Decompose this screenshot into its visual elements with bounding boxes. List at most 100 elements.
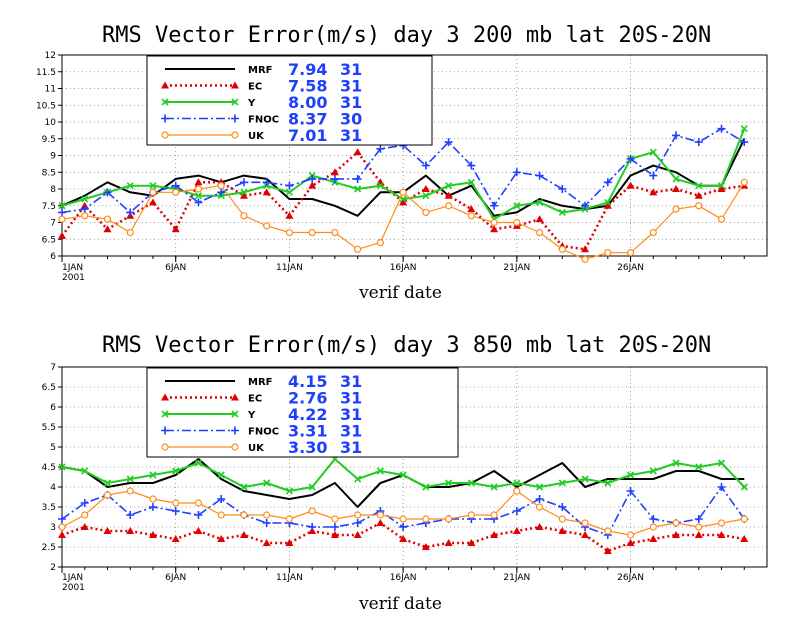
data-point [672,531,681,538]
data-point [217,495,226,503]
series-y [58,455,748,495]
data-point [649,228,657,237]
data-point [308,181,317,189]
data-point [330,523,339,531]
data-point [58,231,66,239]
data-point [649,515,658,523]
data-point [148,531,157,538]
y-tick-label: 9.5 [42,135,56,145]
data-point [717,483,726,491]
data-point [445,182,453,190]
data-point [672,131,681,140]
data-point [626,531,635,539]
y-tick-label: 11.5 [36,68,56,78]
data-point [240,511,248,519]
y-tick-label: 9 [50,152,56,162]
data-point [535,228,544,237]
legend-name: FNOC [248,115,279,126]
data-point [717,459,726,467]
data-point [285,188,293,196]
data-point [558,185,567,193]
data-point [604,479,612,487]
data-point [330,174,339,183]
legend-count: 31 [340,389,362,408]
data-point [354,245,362,253]
data-point [467,178,475,186]
data-point [513,218,521,227]
data-point [172,188,180,196]
data-point [81,511,89,519]
data-point [217,471,225,479]
data-point [285,181,294,190]
data-point [194,527,203,534]
data-point [740,125,748,133]
data-point [263,511,271,519]
data-point [103,215,112,223]
data-point [399,471,407,479]
data-point [558,479,566,487]
data-point [399,523,408,531]
data-point [626,471,635,479]
y-tick-label: 4 [50,483,56,493]
legend-name: MRF [248,65,272,76]
legend-stat: 7.01 [288,126,327,145]
legend-name: MRF [248,377,272,388]
legend-name: Y [247,410,256,421]
data-point [535,503,544,511]
data-point [126,527,135,534]
data-point [81,212,89,220]
data-point [353,174,362,183]
data-point [581,475,589,483]
x-axis-label: verif date [358,283,442,303]
data-point [422,515,430,523]
data-point [672,459,680,467]
x-axis-label: verif date [358,594,442,614]
data-point [604,198,612,206]
data-point [444,191,453,199]
data-point [581,519,589,527]
data-point [490,218,498,227]
data-point [126,511,135,519]
legend-name: EC [248,394,262,405]
y-tick-label: 11 [45,85,56,95]
data-point [695,523,703,531]
x-tick-label: 26JAN [617,263,644,273]
data-point [467,205,476,213]
legend-name: Y [247,98,256,109]
y-tick-label: 8.5 [42,168,56,178]
data-point [717,182,726,190]
data-point [536,483,544,491]
data-point [421,543,430,550]
data-point [285,211,294,219]
data-point [171,535,180,542]
legend: MRF 4.15 31 EC 2.76 31 Y 4.22 31 FNOC 3.31 31 UK 3.30… [146,367,459,458]
data-point [262,188,271,196]
data-point [217,182,225,190]
data-point [331,228,339,237]
data-point [263,479,271,487]
y-tick-label: 8 [50,185,56,195]
legend-name: EC [248,82,262,93]
y-tick-label: 6.5 [42,383,56,393]
data-point [58,208,66,217]
data-point [376,511,384,519]
data-point [467,161,476,170]
x-tick-label: 16JAN [390,573,417,583]
data-point [740,535,749,542]
data-point [694,515,703,523]
data-point [171,225,180,233]
data-point [161,114,169,123]
data-point [126,487,134,495]
data-point [581,531,590,538]
data-point [149,471,157,479]
data-point [376,239,384,247]
data-point [354,185,362,193]
data-point [149,188,157,196]
data-point [649,535,658,542]
data-point [81,195,89,203]
data-point [467,479,475,487]
data-point [604,527,612,535]
data-point [490,511,498,519]
data-point [376,178,385,186]
y-tick-label: 7 [50,363,56,373]
